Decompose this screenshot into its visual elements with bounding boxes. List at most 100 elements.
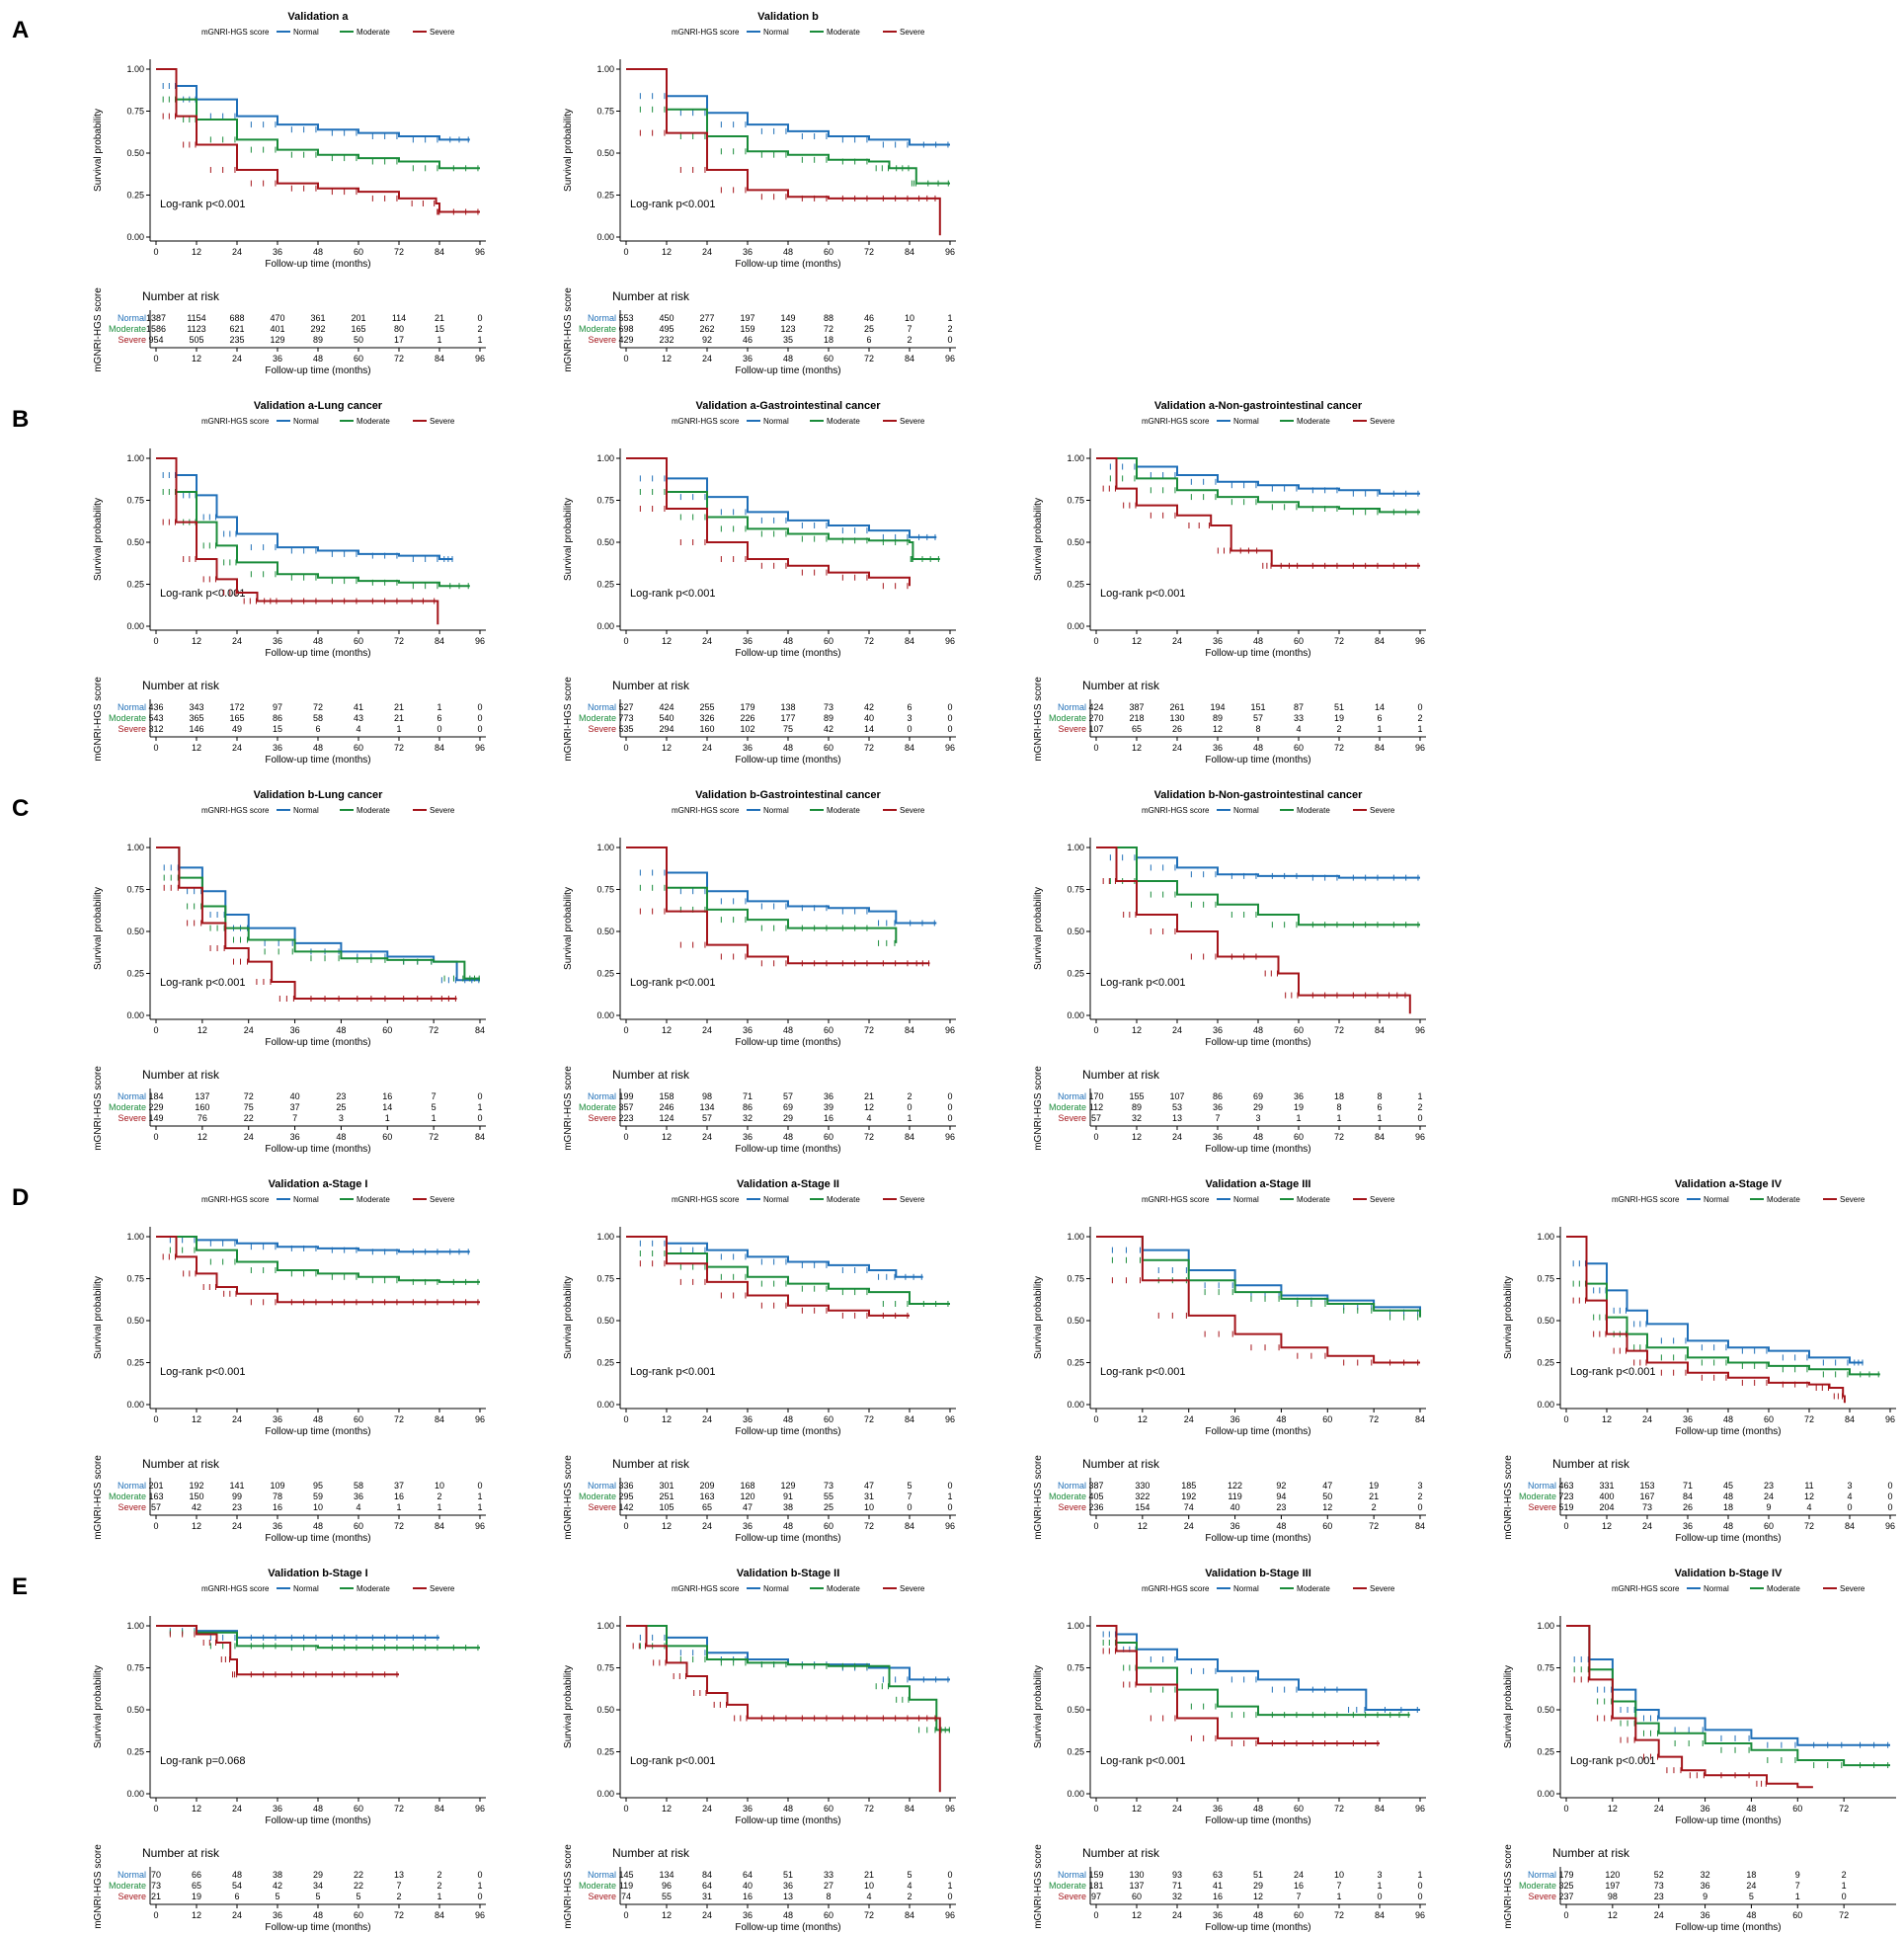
risk-count: 29 [1253, 1102, 1263, 1112]
risk-table-title: Number at risk [612, 289, 690, 303]
x-tick-label: 36 [1213, 636, 1223, 646]
risk-count: 36 [1213, 1102, 1223, 1112]
legend-title: mGNRI-HGS score [1142, 806, 1210, 815]
legend-label: Moderate [1297, 1584, 1330, 1593]
risk-count: 0 [1417, 1113, 1422, 1123]
risk-x-tick-label: 84 [435, 743, 444, 753]
risk-count: 48 [1723, 1492, 1733, 1501]
risk-count: 1 [385, 1113, 390, 1123]
risk-count: 2 [907, 335, 912, 345]
panel-title: Validation b [757, 11, 819, 23]
panel-row-label: A [12, 17, 29, 43]
x-tick-label: 0 [1093, 1804, 1098, 1814]
legend-label: Normal [1233, 1195, 1259, 1204]
risk-x-tick-label: 36 [1213, 743, 1223, 753]
risk-count: 0 [477, 313, 482, 323]
x-tick-label: 24 [1172, 1025, 1182, 1035]
risk-group-label: Normal [1058, 1870, 1086, 1880]
risk-count: 179 [1558, 1870, 1573, 1880]
risk-count: 105 [659, 1502, 674, 1512]
risk-count: 154 [1135, 1502, 1150, 1512]
risk-count: 1 [396, 1502, 401, 1512]
risk-x-tick-label: 84 [435, 354, 444, 363]
risk-count: 7 [1296, 1892, 1301, 1901]
risk-count: 168 [740, 1481, 754, 1491]
risk-count: 1 [477, 1102, 482, 1112]
risk-group-label: Normal [118, 1870, 146, 1880]
risk-count: 142 [618, 1502, 633, 1512]
risk-x-tick-label: 48 [313, 1521, 323, 1531]
risk-count: 98 [1608, 1892, 1618, 1901]
risk-count: 114 [392, 313, 406, 323]
x-tick-label: 24 [702, 1804, 712, 1814]
risk-count: 3 [1377, 1870, 1382, 1880]
risk-count: 170 [1088, 1091, 1103, 1101]
risk-group-label: Normal [588, 1870, 616, 1880]
risk-x-tick-label: 12 [192, 743, 201, 753]
risk-count: 2 [436, 1881, 441, 1891]
risk-count: 55 [824, 1492, 833, 1501]
x-tick-label: 60 [824, 1804, 833, 1814]
x-tick-label: 60 [354, 1414, 363, 1424]
risk-y-axis-label: mGNRI-HGS score [1033, 1455, 1044, 1540]
risk-count: 365 [189, 713, 203, 723]
risk-x-tick-label: 12 [1608, 1910, 1618, 1920]
risk-x-tick-label: 12 [192, 354, 201, 363]
risk-x-axis-label: Follow-up time (months) [265, 1144, 370, 1155]
x-tick-label: 48 [1723, 1414, 1733, 1424]
risk-count: 89 [1132, 1102, 1142, 1112]
risk-count: 41 [1213, 1881, 1223, 1891]
risk-count: 519 [1558, 1502, 1573, 1512]
risk-count: 1 [396, 724, 401, 734]
risk-group-label: Moderate [579, 1102, 616, 1112]
legend-label: Severe [430, 1584, 455, 1593]
risk-x-tick-label: 72 [864, 354, 874, 363]
survival-curve-normal [156, 457, 453, 560]
risk-count: 36 [1294, 1091, 1304, 1101]
risk-x-tick-label: 96 [945, 1910, 955, 1920]
risk-count: 19 [1294, 1102, 1304, 1112]
y-axis-label: Survival probability [93, 498, 104, 581]
survival-curve-severe [626, 1236, 910, 1317]
risk-count: 89 [824, 713, 833, 723]
risk-count: 24 [1294, 1870, 1304, 1880]
x-tick-label: 60 [1792, 1804, 1802, 1814]
risk-x-tick-label: 12 [192, 1910, 201, 1920]
legend-label: Severe [430, 806, 455, 815]
y-axis-label: Survival probability [563, 1665, 574, 1748]
risk-count: 16 [743, 1892, 753, 1901]
risk-count: 2 [1417, 713, 1422, 723]
legend-label: Moderate [827, 1195, 860, 1204]
risk-count: 5 [315, 1892, 320, 1901]
risk-count: 57 [783, 1091, 793, 1101]
x-tick-label: 12 [1132, 1025, 1142, 1035]
risk-count: 159 [1088, 1870, 1103, 1880]
risk-count: 1 [477, 1492, 482, 1501]
risk-x-tick-label: 60 [1294, 743, 1304, 753]
x-tick-label: 24 [232, 247, 242, 257]
x-tick-label: 36 [743, 1804, 753, 1814]
risk-x-tick-label: 24 [1642, 1521, 1652, 1531]
risk-count: 33 [824, 1870, 833, 1880]
risk-count: 698 [618, 324, 633, 334]
risk-group-label: Normal [1058, 702, 1086, 712]
survival-curve-normal [626, 457, 937, 538]
risk-x-tick-label: 84 [905, 1910, 914, 1920]
survival-curve-moderate [626, 1236, 950, 1305]
risk-count: 25 [864, 324, 874, 334]
x-tick-label: 84 [1845, 1414, 1855, 1424]
risk-count: 270 [1088, 713, 1103, 723]
risk-count: 261 [1169, 702, 1184, 712]
risk-x-tick-label: 36 [273, 1521, 282, 1531]
y-tick-label: 0.50 [126, 1705, 144, 1715]
survival-curve-normal [1096, 457, 1420, 495]
y-tick-label: 0.25 [126, 580, 144, 590]
legend-title: mGNRI-HGS score [1612, 1584, 1680, 1593]
risk-count: 57 [151, 1502, 161, 1512]
risk-count: 59 [313, 1492, 323, 1501]
risk-count: 14 [864, 724, 874, 734]
legend-label: Moderate [1297, 417, 1330, 426]
risk-group-label: Moderate [579, 324, 616, 334]
risk-count: 29 [1253, 1881, 1263, 1891]
panel-title: Validation a-Non-gastrointestinal cancer [1154, 400, 1363, 412]
